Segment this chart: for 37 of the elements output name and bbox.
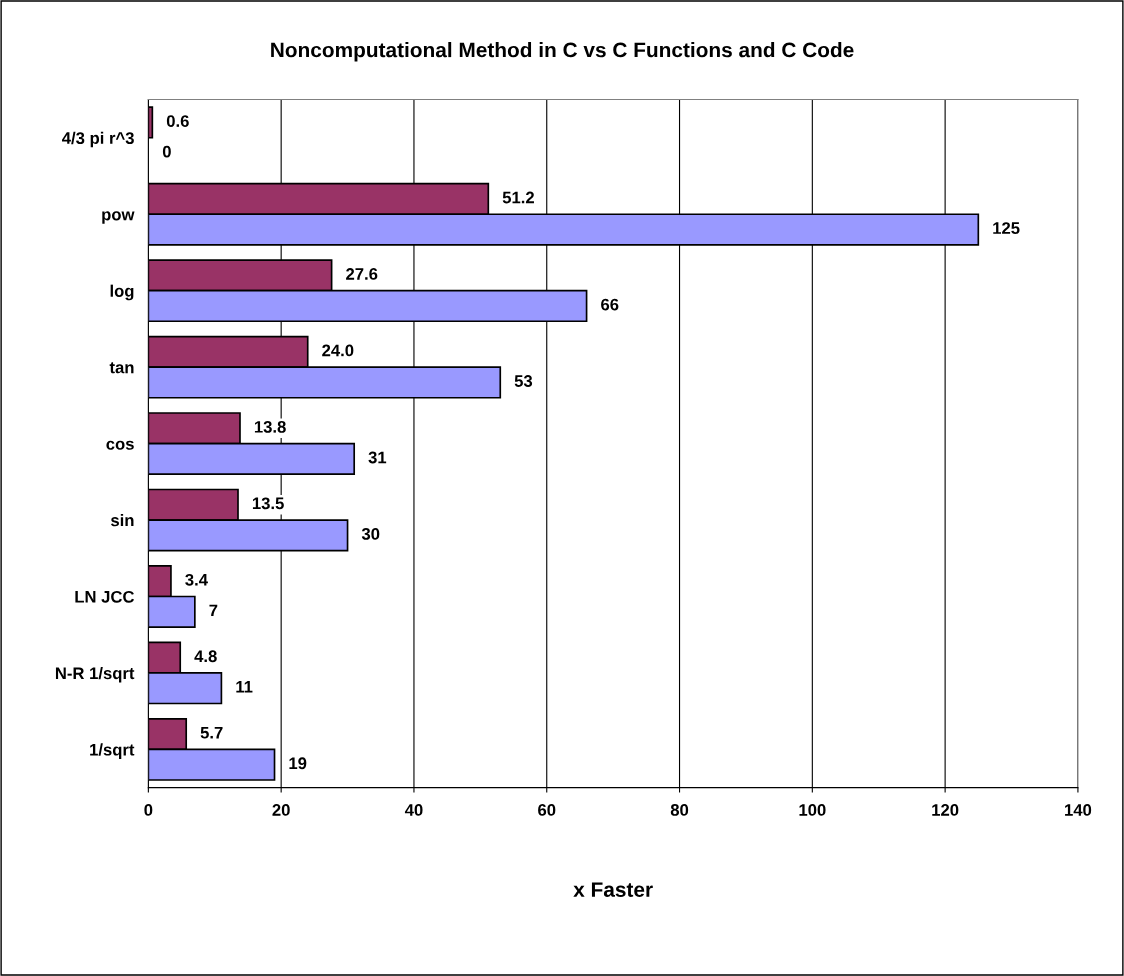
y-tick-label: N-R 1/sqrt <box>55 666 135 683</box>
y-tick-label: log <box>110 284 134 301</box>
data-label: 0 <box>162 145 171 158</box>
x-tick-label: 60 <box>538 804 556 816</box>
y-tick-label: 4/3 pi r^3 <box>62 131 134 148</box>
data-label: 51.2 <box>502 191 534 204</box>
data-label: 3.4 <box>185 573 208 586</box>
data-label: 4.8 <box>194 650 217 663</box>
data-label: 24.0 <box>322 344 354 357</box>
data-label: 0.6 <box>166 115 189 127</box>
data-label: 13.5 <box>252 497 284 510</box>
chart-title: Noncomputational Method in C vs C Functions and C Code <box>271 42 854 62</box>
data-label: 7 <box>209 604 218 617</box>
x-tick-label: 20 <box>272 804 290 816</box>
data-label: 125 <box>993 222 1020 234</box>
x-tick-label: 140 <box>1065 804 1092 816</box>
x-tick-label: 80 <box>670 804 689 816</box>
x-tick-label: 40 <box>404 804 423 816</box>
data-label: 31 <box>368 451 387 464</box>
x-tick-label: 120 <box>932 804 959 816</box>
data-label: 13.8 <box>254 420 286 433</box>
y-tick-label: 1/sqrt <box>90 743 135 759</box>
y-tick-label: sin <box>110 514 134 527</box>
data-label: 66 <box>601 298 619 311</box>
data-label: 19 <box>289 757 307 770</box>
data-label: 5.7 <box>200 726 223 739</box>
y-tick-label: pow <box>102 211 135 224</box>
y-tick-label: tan <box>109 362 134 374</box>
x-axis-title: x Faster <box>573 882 653 897</box>
y-tick-label: LN JCC <box>75 590 135 603</box>
x-tick-label: 100 <box>799 804 826 816</box>
y-tick-label: cos <box>106 440 134 450</box>
x-tick-label: 0 <box>144 804 153 816</box>
data-label: 11 <box>236 681 253 693</box>
data-label: 30 <box>361 528 380 540</box>
data-label: 53 <box>514 375 533 387</box>
data-label: 27.6 <box>346 268 378 280</box>
